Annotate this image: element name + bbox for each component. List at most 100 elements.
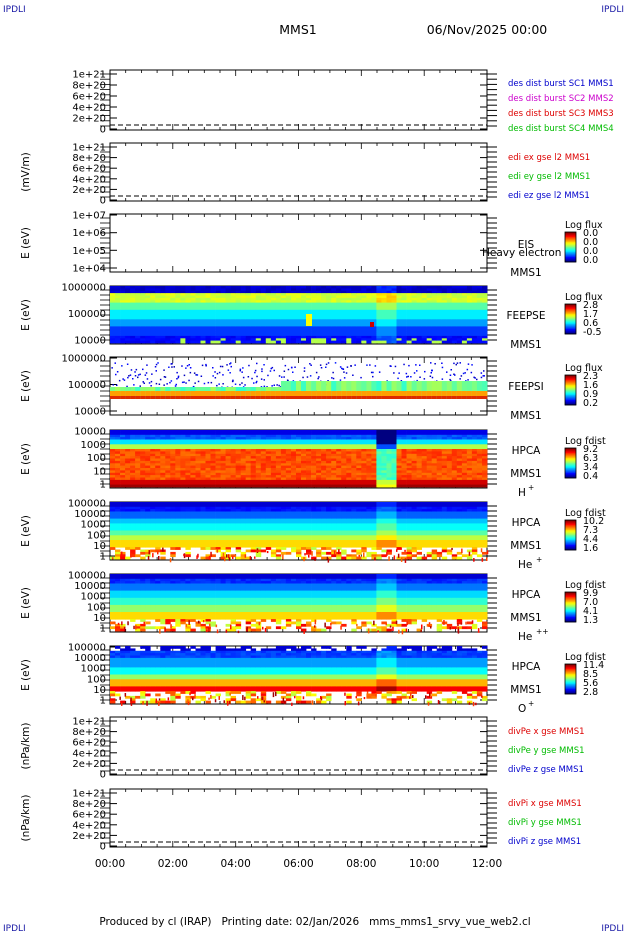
colorbar-cell-hpca_hepp <box>565 620 576 623</box>
colorbar-cell-hpca_h <box>565 474 576 476</box>
colorbar-cell-hpca_o <box>565 685 576 687</box>
charge-label-hpca_o: + <box>528 699 534 708</box>
y-axis-label-divpi: (nPa/km) <box>20 795 32 842</box>
colorbar-cell-eis <box>565 245 576 248</box>
colorbar-cell-hpca_o <box>565 686 576 689</box>
instrument-label-hpca_o: HPCA <box>512 661 542 673</box>
colorbar-cell-feepsi <box>565 391 576 393</box>
colorbar-cell-hpca_o <box>565 680 576 682</box>
colorbar-cell-hpca_hepp <box>565 600 576 603</box>
colorbar-tick-feepse: 1.7 <box>583 309 598 320</box>
colorbar-cell-hpca_hepp <box>565 594 576 597</box>
y-tick-label-hpca_hepp: 100000 <box>68 571 106 582</box>
colorbar-cell-hpca_hepp <box>565 619 576 622</box>
colorbar-cell-feepse <box>565 315 576 317</box>
colorbar-tick-hpca_h: 0.4 <box>583 471 598 482</box>
y-tick-label-divpi: 0 <box>100 842 106 853</box>
colorbar-tick-eis: 0.0 <box>583 237 598 248</box>
colorbar-cell-feepsi <box>565 402 576 405</box>
colorbar-tick-hpca_o: 2.8 <box>583 687 598 698</box>
colorbar-cell-hpca_he <box>565 538 576 541</box>
y-axis-label-hpca_he: E (eV) <box>20 515 32 547</box>
instrument-label-hpca_h: HPCA <box>512 445 542 457</box>
panel-frame-edi <box>109 142 488 202</box>
colorbar-cell-hpca_he <box>565 541 576 543</box>
instrument-label-hpca_hepp: HPCA <box>512 589 542 601</box>
footer-printing-date: Printing date: 02/Jan/2026 <box>221 916 360 928</box>
y-tick-label-edi: 0 <box>100 196 106 207</box>
colorbar-cell-hpca_he <box>565 548 576 551</box>
y-tick-label-hpca_hepp: 1 <box>100 624 106 635</box>
colorbar-cell-feepse <box>565 306 576 309</box>
y-tick-label-hpca_he: 1000 <box>81 520 106 531</box>
species-label-hpca_h: H <box>518 487 526 499</box>
colorbar-title-hpca_hepp: Log fdist <box>565 580 606 591</box>
colorbar-cell-hpca_o <box>565 669 576 671</box>
y-tick-label-edi: 6e+20 <box>72 164 106 175</box>
colorbar-cell-eis <box>565 240 576 243</box>
colorbar-cell-hpca_o <box>565 672 576 675</box>
spectrogram-feepse <box>110 286 488 344</box>
colorbar-cell-feepsi <box>565 401 576 403</box>
species-label-hpca_hepp: He <box>518 631 532 643</box>
colorbar-cell-feepse <box>565 311 576 314</box>
colorbar-cell-feepsi <box>565 392 576 395</box>
colorbar-tick-hpca_h: 9.2 <box>583 444 598 455</box>
instrument-label-eis: EIS <box>518 239 535 251</box>
colorbar-cell-eis <box>565 244 576 247</box>
legend-entry-edi: edi ey gse l2 MMS1 <box>508 172 590 182</box>
colorbar-cell-feepse <box>565 327 576 330</box>
colorbar-tick-hpca_h: 6.3 <box>583 453 598 464</box>
colorbar-tick-hpca_hepp: 1.3 <box>583 615 598 626</box>
y-tick-label-hpca_hepp: 10 <box>93 613 106 624</box>
colorbar-cell-feepse <box>565 319 576 321</box>
colorbar-cell-hpca_hepp <box>565 599 576 602</box>
y-tick-label-divpe: 6e+20 <box>72 738 106 749</box>
colorbar-cell-hpca_h <box>565 468 576 470</box>
colorbar-cell-feepsi <box>565 388 576 391</box>
colorbar-cell-hpca_he <box>565 543 576 546</box>
colorbar-cell-hpca_he <box>565 531 576 533</box>
colorbar-cell-feepse <box>565 317 576 320</box>
footer-script-name: mms_mms1_srvy_vue_web2.cl <box>369 916 531 928</box>
colorbar-title-feepsi: Log flux <box>565 363 603 374</box>
y-tick-label-hpca_he: 1 <box>100 552 106 563</box>
colorbar-cell-eis <box>565 235 576 238</box>
spacecraft-label-feepsi: MMS1 <box>510 410 541 422</box>
colorbar-cell-eis <box>565 252 576 254</box>
x-tick-label: 06:00 <box>283 858 313 870</box>
y-tick-label-dist: 6e+20 <box>72 92 106 103</box>
colorbar-cell-hpca_h <box>565 454 576 456</box>
y-tick-label-feepse: 10000 <box>74 336 106 347</box>
spacecraft-label-hpca_h: MMS1 <box>510 468 541 480</box>
colorbar-cell-eis <box>565 233 576 235</box>
colorbar-cell-hpca_o <box>565 676 576 679</box>
colorbar-cell-hpca_o <box>565 689 576 691</box>
colorbar-tick-feepsi: 0.2 <box>583 398 598 409</box>
colorbar-cell-feepsi <box>565 381 576 383</box>
colorbar-cell-feepsi <box>565 387 576 390</box>
colorbar-cell-hpca_hepp <box>565 609 576 612</box>
spacecraft-label-eis: MMS1 <box>510 267 541 279</box>
colorbar-cell-hpca_hepp <box>565 598 576 600</box>
colorbar-cell-feepsi <box>565 378 576 381</box>
y-tick-label-hpca_o: 1000 <box>81 664 106 675</box>
colorbar-cell-feepsi <box>565 377 576 380</box>
colorbar-cell-hpca_h <box>565 471 576 474</box>
corner-label-bottom-left: IPDLI <box>3 924 26 934</box>
y-tick-label-divpe: 8e+20 <box>72 727 106 738</box>
colorbar-cell-hpca_o <box>565 674 576 676</box>
colorbar-cell-feepsi <box>565 375 576 377</box>
colorbar-cell-hpca_h <box>565 450 576 453</box>
colorbar-cell-hpca_h <box>565 473 576 475</box>
legend-entry-edi: edi ex gse l2 MMS1 <box>508 153 590 163</box>
spacecraft-label-hpca_hepp: MMS1 <box>510 612 541 624</box>
colorbar-cell-feepsi <box>565 385 576 387</box>
colorbar-cell-eis <box>565 250 576 253</box>
colorbar-cell-feepsi <box>565 398 576 401</box>
colorbar-cell-hpca_h <box>565 469 576 471</box>
colorbar-cell-hpca_h <box>565 460 576 463</box>
charge-label-hpca_he: + <box>536 555 542 564</box>
panel-frame-eis <box>109 213 488 273</box>
colorbar-tick-hpca_hepp: 9.9 <box>583 588 598 599</box>
